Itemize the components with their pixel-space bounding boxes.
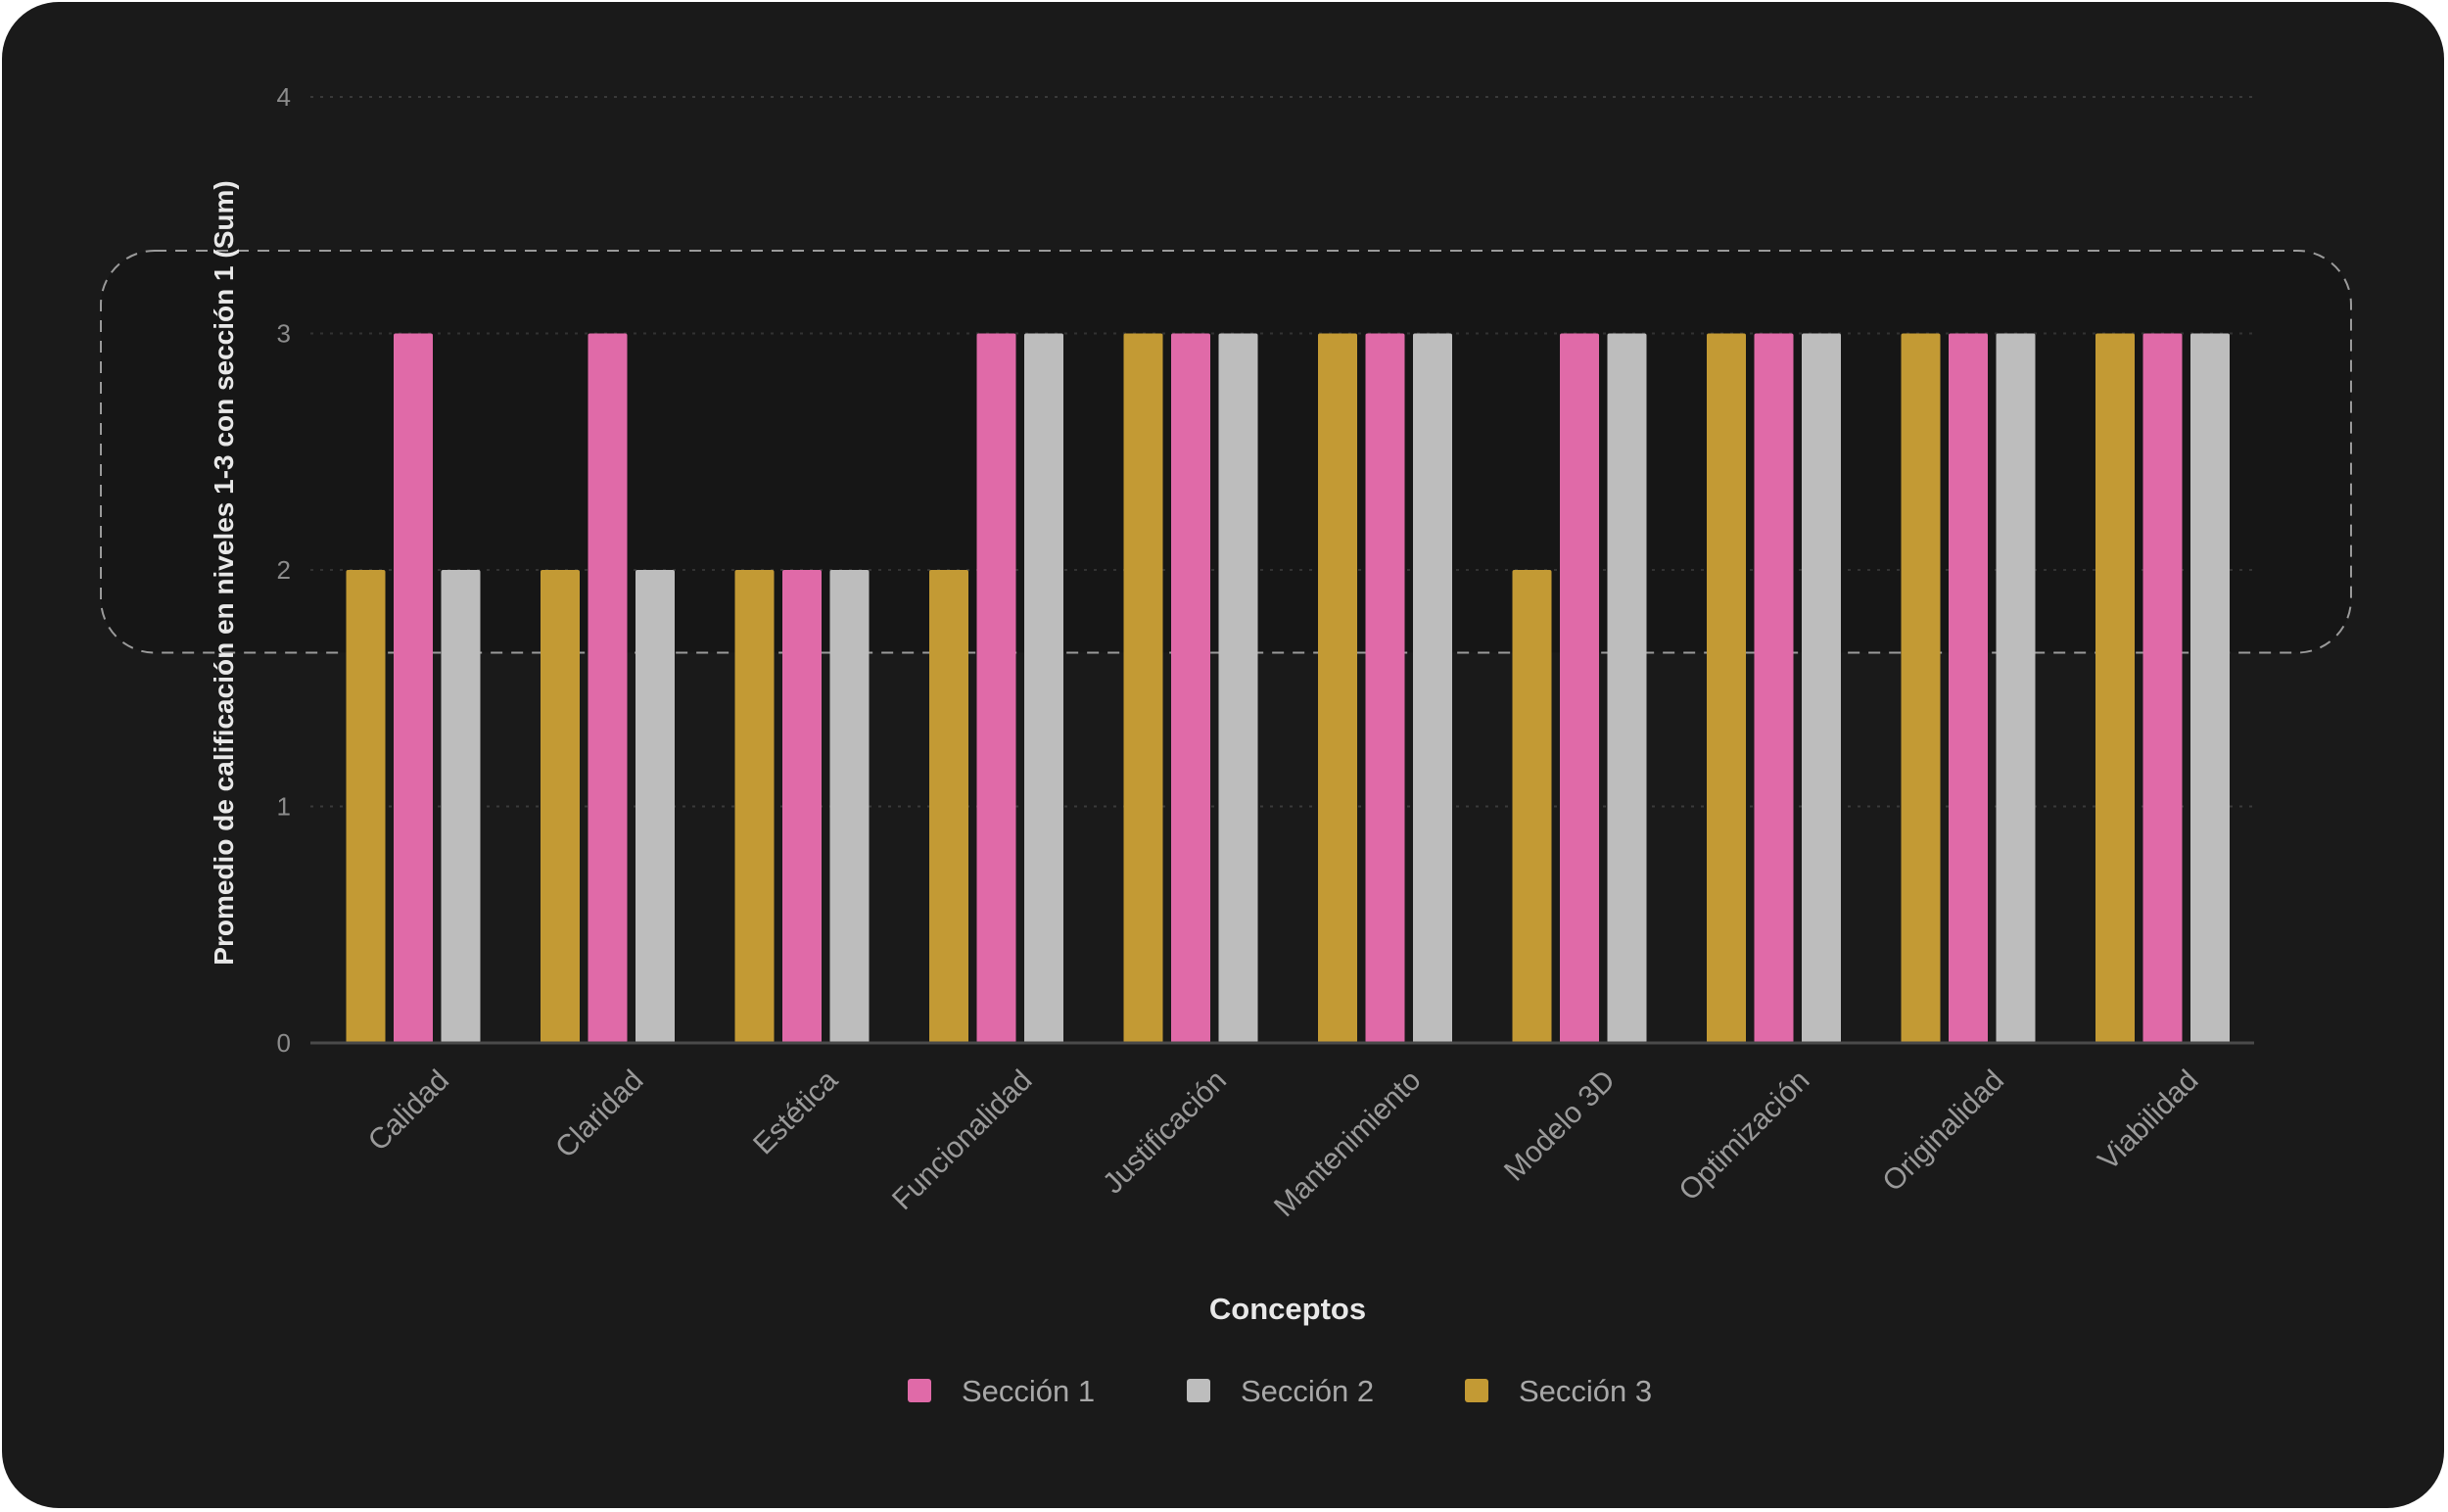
y-tick-label: 2 (277, 555, 291, 585)
y-tick-label: 4 (277, 82, 291, 112)
bar-seccin-2 (1413, 333, 1452, 1043)
legend: Sección 1 Sección 2 Sección 3 (908, 1374, 1652, 1408)
bars (346, 333, 2230, 1043)
bar-seccin-2 (1607, 333, 1647, 1043)
x-tick-label: Originalidad (1876, 1064, 2010, 1199)
legend-label: Sección 1 (962, 1374, 1095, 1408)
bar-seccin-3 (734, 570, 775, 1043)
x-tick-label: Claridad (549, 1064, 649, 1164)
bar-seccin-2 (1802, 333, 1841, 1043)
bar-seccin-2 (441, 570, 481, 1043)
legend-label: Sección 3 (1519, 1374, 1652, 1408)
legend-swatch (1465, 1379, 1488, 1402)
bar-seccin-2 (1024, 333, 1063, 1043)
legend-item: Sección 2 (1187, 1374, 1374, 1408)
legend-swatch (1187, 1379, 1210, 1402)
x-tick-label: Optimización (1672, 1064, 1815, 1207)
bar-seccin-3 (346, 570, 386, 1043)
bar-seccin-3 (1123, 333, 1163, 1043)
y-tick-label: 0 (277, 1028, 291, 1058)
bar-seccin-3 (541, 570, 580, 1043)
bar-seccin-3 (929, 570, 968, 1043)
bar-seccin-3 (1901, 333, 1941, 1043)
y-tick-label: 3 (277, 319, 291, 349)
bar-seccin-1 (976, 333, 1016, 1043)
gridlines (310, 96, 2254, 808)
bar-seccin-2 (829, 570, 870, 1043)
bar-seccin-1 (782, 570, 822, 1043)
x-tick-label: Estética (747, 1063, 844, 1160)
x-axis-label: Conceptos (1209, 1292, 1366, 1326)
bar-seccin-1 (1171, 333, 1210, 1043)
bar-seccin-2 (1996, 333, 2036, 1043)
bar-seccin-3 (1707, 333, 1746, 1043)
legend-item: Sección 1 (908, 1374, 1095, 1408)
bar-seccin-2 (2190, 333, 2230, 1043)
bar-seccin-3 (1512, 570, 1552, 1043)
bar-seccin-1 (1949, 333, 1988, 1043)
y-tick-label: 1 (277, 792, 291, 822)
y-axis-label: Promedio de calificación en niveles 1-3 … (209, 180, 239, 965)
bar-seccin-1 (2142, 333, 2183, 1043)
legend-swatch (908, 1379, 931, 1402)
bar-seccin-2 (636, 570, 675, 1043)
x-tick-label: Calidad (362, 1064, 455, 1158)
x-tick-label: Modelo 3D (1498, 1064, 1622, 1188)
bar-seccin-1 (1365, 333, 1405, 1043)
bar-seccin-1 (1560, 333, 1599, 1043)
bar-seccin-3 (2095, 333, 2135, 1043)
x-tick-label: Viabilidad (2093, 1064, 2205, 1177)
bar-seccin-1 (394, 333, 433, 1043)
legend-label: Sección 2 (1241, 1374, 1374, 1408)
x-tick-label: Justificación (1097, 1064, 1233, 1201)
bar-seccin-1 (1754, 333, 1794, 1043)
bar-seccin-1 (588, 333, 628, 1043)
bar-seccin-2 (1218, 333, 1258, 1043)
x-tick-label: Funcionalidad (886, 1064, 1038, 1216)
x-tick-label: Mantenimiento (1268, 1064, 1427, 1223)
bar-seccin-3 (1318, 333, 1357, 1043)
legend-item: Sección 3 (1465, 1374, 1652, 1408)
